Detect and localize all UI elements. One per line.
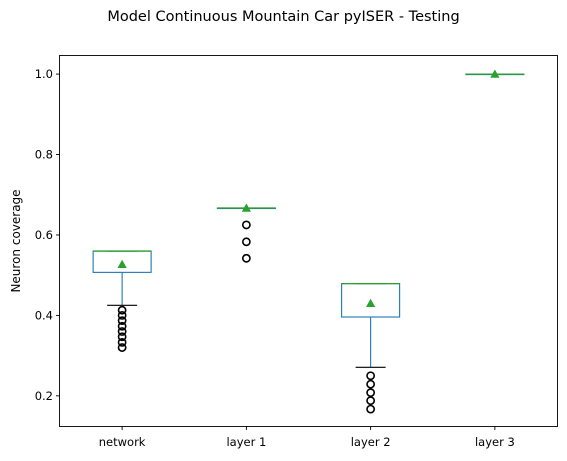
outlier-point — [117, 343, 127, 352]
y-tick-label: 1.0 — [35, 67, 53, 81]
outlier-point — [117, 311, 127, 320]
y-tick-label: 0.6 — [35, 228, 53, 242]
x-tick-label: layer 2 — [351, 435, 391, 449]
outlier-point — [117, 337, 127, 347]
y-tick-label: 0.2 — [35, 389, 53, 403]
mean-marker — [117, 259, 127, 269]
outlier-point — [241, 220, 251, 230]
outlier-point — [117, 316, 127, 326]
x-tick-label: network — [99, 435, 146, 449]
outlier-point — [117, 321, 127, 331]
x-tick-label: layer 1 — [226, 435, 266, 449]
mean-marker — [241, 203, 251, 212]
mean-marker — [366, 298, 376, 308]
outlier-point — [366, 371, 376, 381]
y-tick-label: 0.4 — [35, 308, 53, 322]
y-tick-label: 0.8 — [35, 148, 53, 162]
outlier-point — [366, 388, 376, 398]
outlier-point — [117, 327, 127, 336]
outlier-point — [366, 404, 376, 414]
chart-title: Model Continuous Mountain Car pyISER - T… — [107, 9, 460, 25]
outlier-point — [366, 396, 376, 406]
mean-marker — [490, 69, 500, 78]
outlier-point — [366, 379, 376, 389]
outlier-point — [117, 305, 127, 315]
plot-area-frame — [59, 55, 558, 427]
x-tick-label: layer 3 — [475, 435, 515, 449]
y-axis-label: Neuron coverage — [9, 189, 23, 292]
outlier-point — [117, 332, 127, 342]
outlier-point — [241, 253, 251, 263]
outlier-point — [241, 237, 251, 247]
